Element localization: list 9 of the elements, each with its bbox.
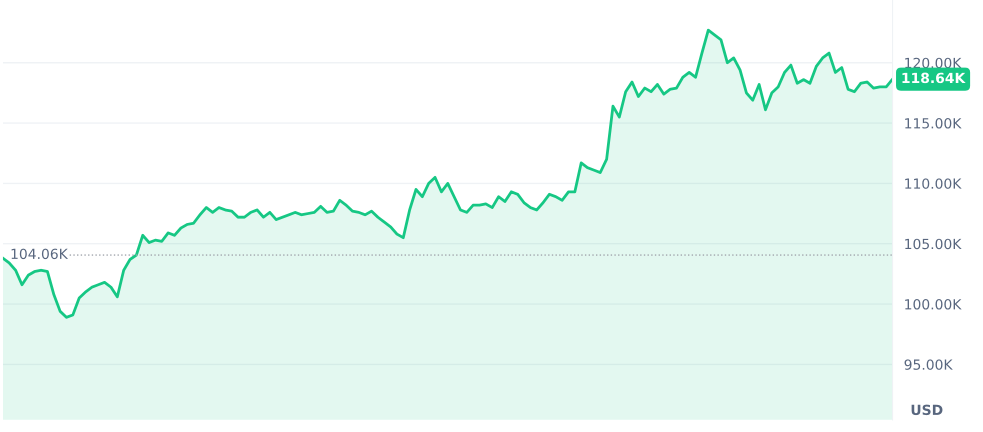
y-tick-label: 105.00K bbox=[905, 238, 962, 250]
text: 118.64K bbox=[902, 72, 966, 84]
text: USD bbox=[912, 404, 942, 416]
y-tick-label: 100.00K bbox=[905, 299, 962, 310]
y-tick-label: 110.00K bbox=[905, 178, 962, 189]
y-tick-label: 115.00K bbox=[905, 118, 962, 129]
y-tick-label: 120.00K bbox=[905, 58, 962, 68]
y-tick-label: 95.00K bbox=[904, 359, 953, 370]
ref-line-label: 104.06K bbox=[12, 248, 68, 260]
